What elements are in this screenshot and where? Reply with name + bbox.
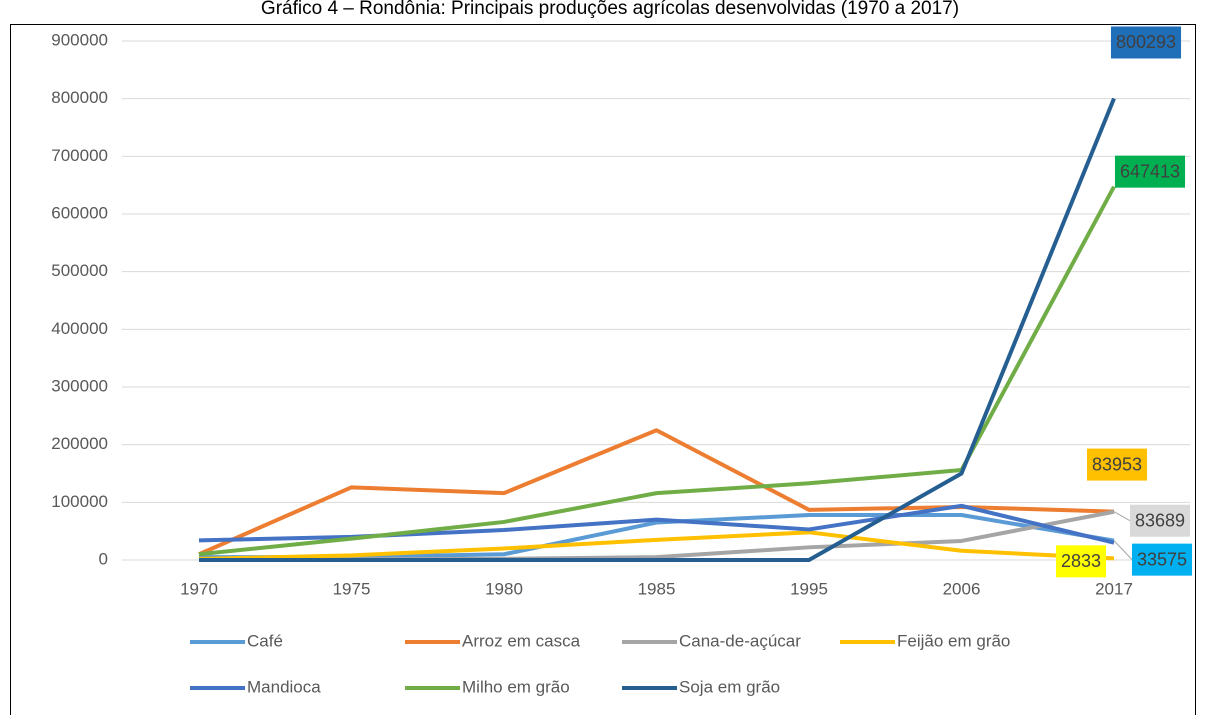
legend-label: Cana-de-açúcar (679, 631, 801, 650)
x-tick-label: 1975 (333, 579, 371, 598)
data-label-box (1114, 155, 1186, 188)
data-label-box (1129, 504, 1191, 537)
series-line (198, 530, 1115, 561)
x-tick-label: 2006 (943, 579, 981, 598)
y-tick-label: 700000 (51, 146, 108, 165)
chart-frame (10, 24, 1196, 715)
data-label: 83689 (1135, 510, 1185, 530)
y-tick-label: 200000 (51, 434, 108, 453)
y-tick-label: 0 (99, 549, 108, 568)
leader-line (1113, 540, 1133, 560)
legend-label: Soja em grão (679, 677, 780, 696)
y-tick-label: 900000 (51, 30, 108, 49)
legend-label: Mandioca (247, 677, 321, 696)
x-tick-label: 1970 (180, 579, 218, 598)
legend-label: Café (247, 631, 283, 650)
data-label: 83953 (1092, 454, 1142, 474)
data-label-box (1131, 543, 1193, 576)
y-tick-label: 500000 (51, 261, 108, 280)
legend-label: Arroz em casca (462, 631, 581, 650)
x-tick-label: 1995 (790, 579, 828, 598)
y-tick-label: 300000 (51, 376, 108, 395)
data-label: 647413 (1120, 161, 1180, 181)
series-line (199, 97, 1116, 562)
data-label-box (1110, 26, 1182, 59)
chart-title: Gráfico 4 – Rondônia: Principais produçõ… (261, 0, 959, 19)
x-tick-label: 1985 (638, 579, 676, 598)
x-tick-label: 1980 (485, 579, 523, 598)
y-tick-label: 400000 (51, 319, 108, 338)
data-label-box (1086, 448, 1148, 481)
legend-label: Milho em grão (462, 677, 570, 696)
data-label: 33575 (1137, 549, 1187, 569)
legend-label: Feijão em grão (897, 631, 1010, 650)
data-label-box (1055, 545, 1107, 578)
data-label: 2833 (1061, 551, 1101, 571)
data-label: 800293 (1116, 32, 1176, 52)
y-tick-label: 100000 (51, 492, 108, 511)
x-tick-label: 2017 (1095, 579, 1133, 598)
y-tick-label: 600000 (51, 203, 108, 222)
leader-line (1113, 511, 1131, 522)
y-tick-label: 800000 (51, 88, 108, 107)
